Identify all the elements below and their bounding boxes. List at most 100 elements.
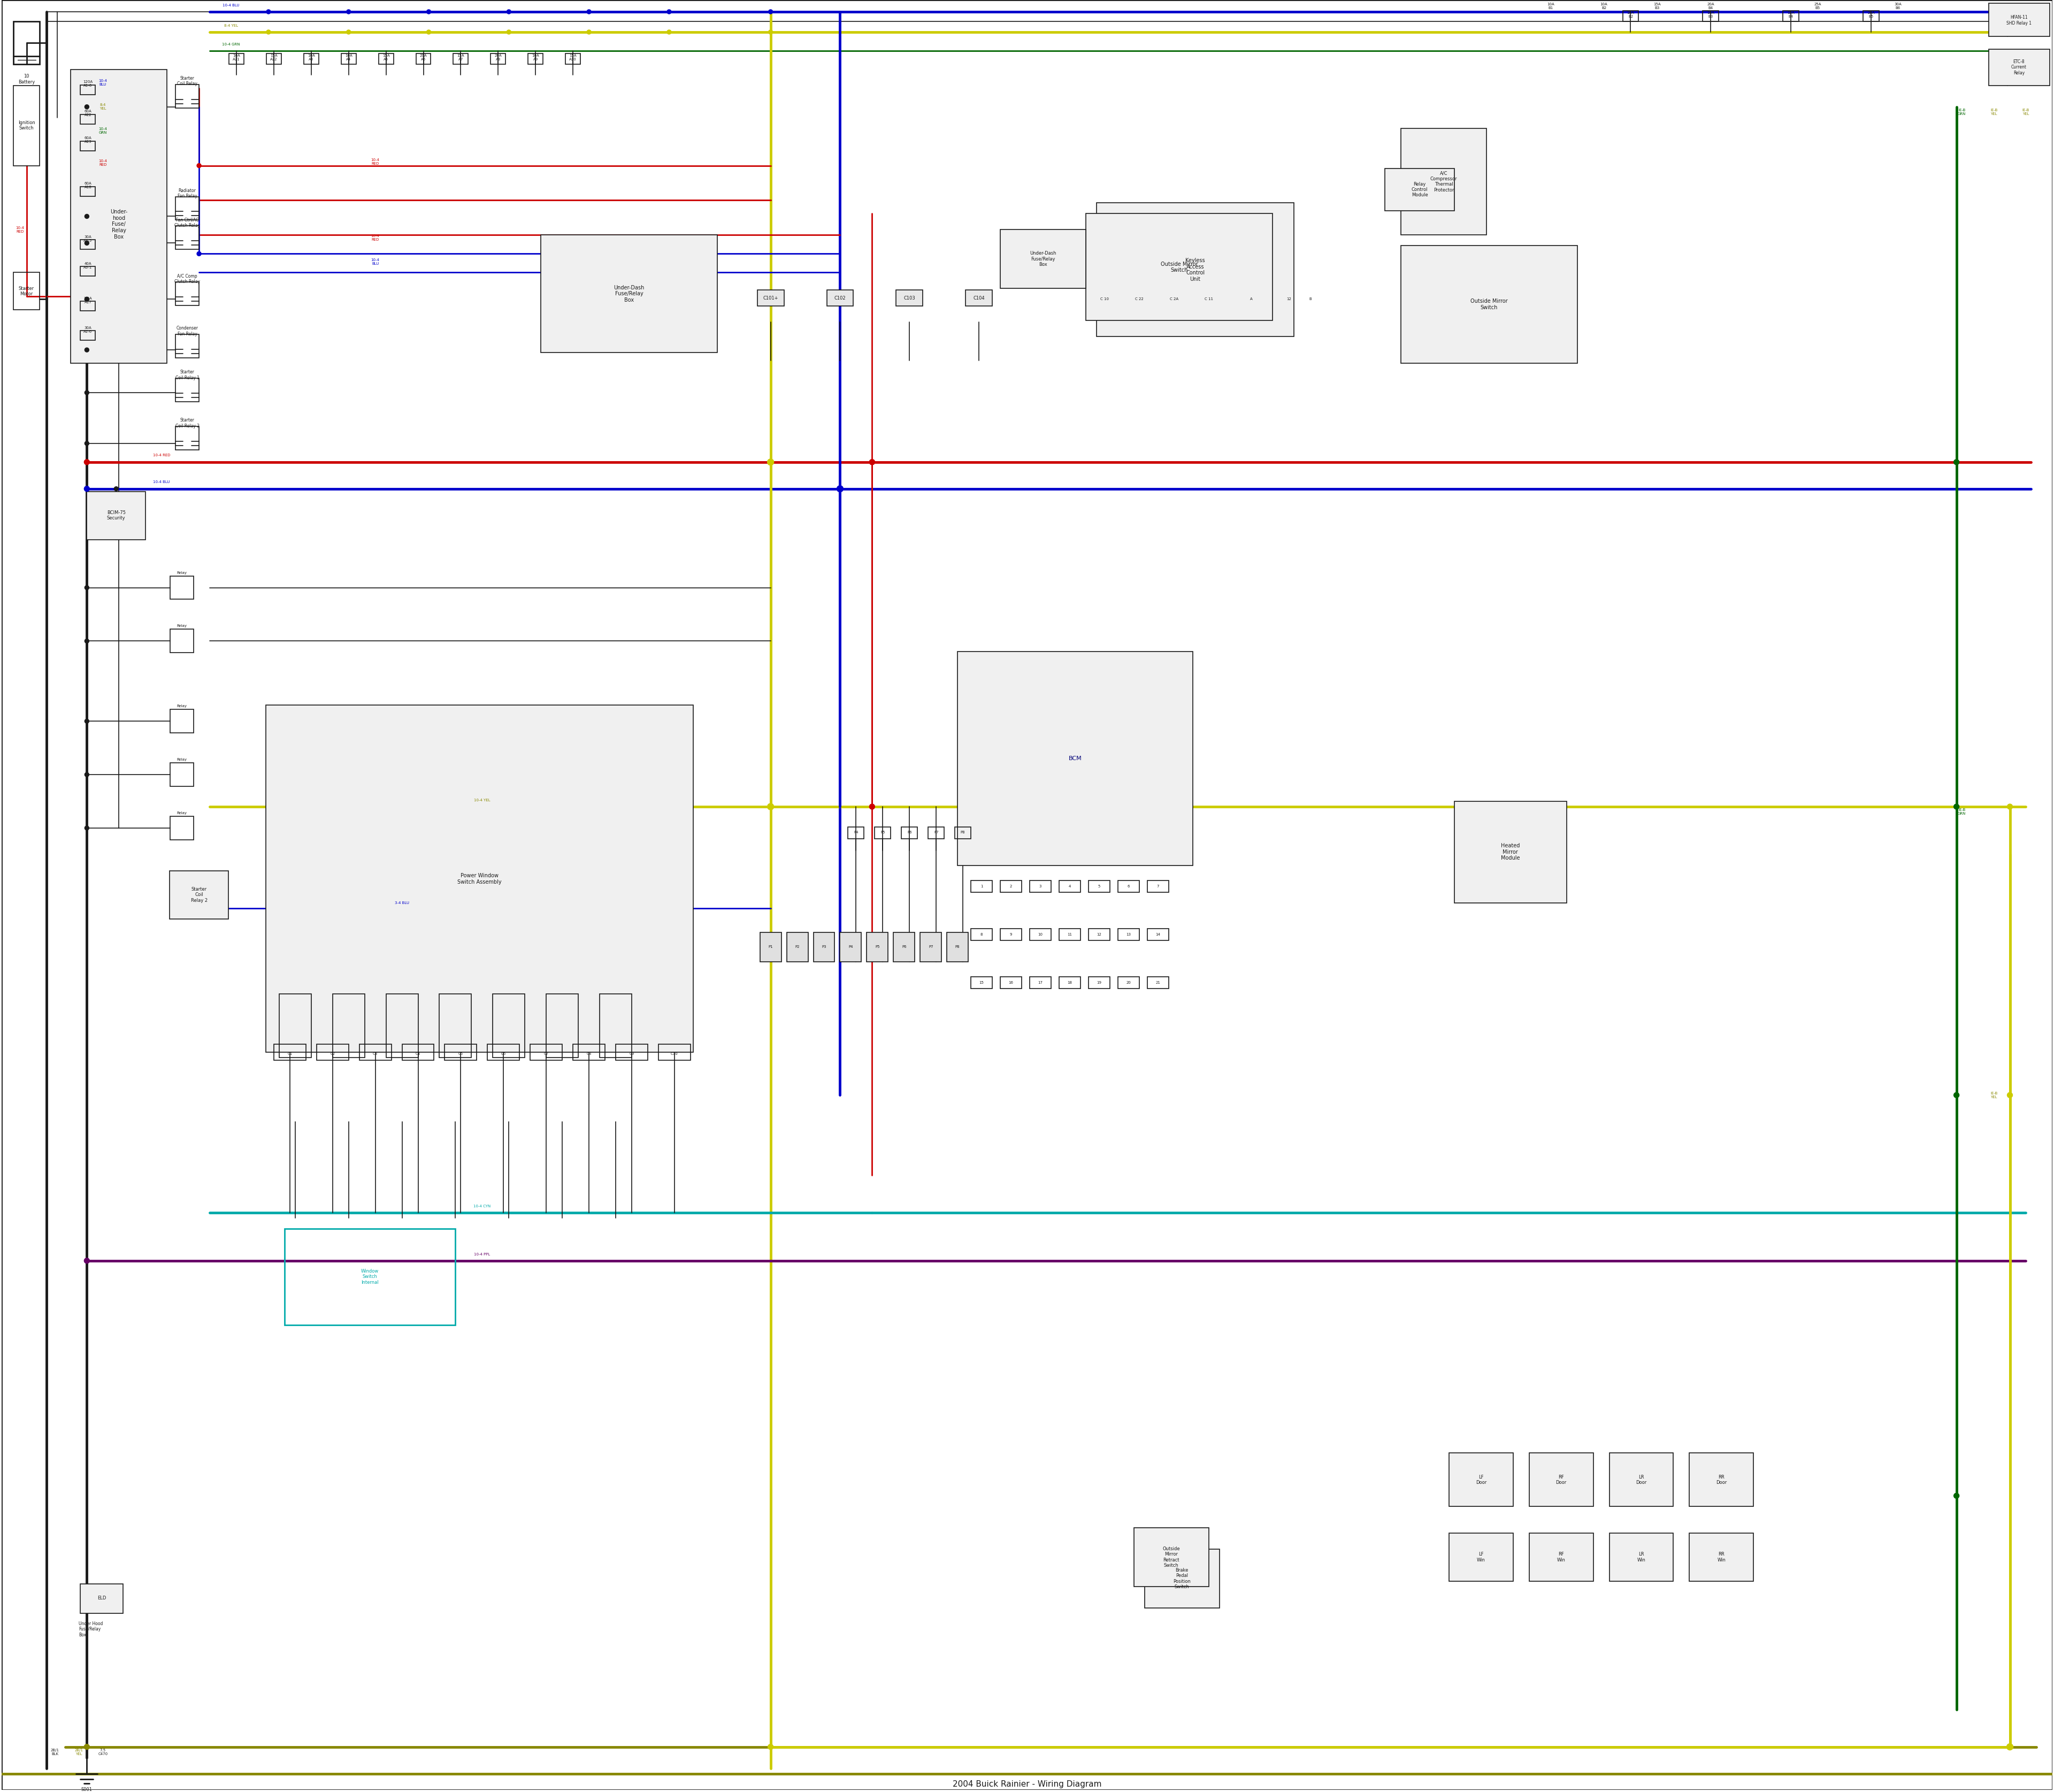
Text: Starter
Coil
Relay 2: Starter Coil Relay 2	[191, 887, 207, 903]
Text: 9: 9	[1011, 932, 1013, 935]
Circle shape	[197, 251, 201, 256]
Bar	[80, 142, 94, 151]
Bar	[80, 267, 94, 276]
Text: 10A
B3: 10A B3	[1707, 11, 1715, 18]
Text: 10: 10	[1037, 932, 1043, 935]
Bar	[760, 932, 781, 962]
Circle shape	[84, 1258, 90, 1263]
Text: 10-4 RED: 10-4 RED	[152, 453, 170, 457]
Circle shape	[84, 772, 88, 776]
Text: Starter
Coil Relay: Starter Coil Relay	[177, 75, 197, 86]
Bar	[1117, 977, 1140, 987]
Bar	[170, 871, 228, 919]
Bar	[1000, 880, 1021, 892]
Bar	[1089, 880, 1109, 892]
Bar	[928, 826, 945, 839]
Text: C1: C1	[288, 1052, 292, 1055]
Text: 10A
B2: 10A B2	[1600, 4, 1608, 11]
Text: Relay: Relay	[177, 704, 187, 708]
Text: Keyless
Access
Control
Unit: Keyless Access Control Unit	[1185, 258, 1206, 281]
Bar	[170, 575, 193, 599]
Bar	[1608, 1453, 1674, 1507]
Circle shape	[1953, 805, 1960, 810]
Bar	[170, 710, 193, 733]
Bar	[378, 54, 394, 65]
Text: 25A
B5: 25A B5	[1814, 4, 1822, 11]
Text: 10-4
RED: 10-4 RED	[16, 226, 25, 233]
Text: 3: 3	[1039, 885, 1041, 887]
Bar	[1608, 1534, 1674, 1581]
Text: 10A
B2: 10A B2	[1627, 11, 1635, 18]
Bar	[1000, 977, 1021, 987]
Text: 15A
A5: 15A A5	[382, 54, 390, 61]
Bar	[1623, 11, 1639, 22]
Bar	[573, 1045, 606, 1061]
Bar	[1384, 168, 1454, 211]
Bar	[12, 22, 39, 65]
Text: 10A
A9: 10A A9	[532, 54, 540, 61]
Bar	[1148, 880, 1169, 892]
Circle shape	[84, 297, 88, 301]
Text: 60A
A23: 60A A23	[84, 136, 92, 143]
Bar	[1988, 48, 2050, 86]
Text: 15A
A7: 15A A7	[458, 54, 464, 61]
Circle shape	[1953, 1493, 1960, 1498]
Text: 16: 16	[1009, 980, 1013, 984]
Text: 2004 Buick Rainier - Wiring Diagram: 2004 Buick Rainier - Wiring Diagram	[953, 1779, 1101, 1788]
Bar	[1087, 213, 1273, 321]
Circle shape	[836, 486, 844, 493]
Circle shape	[84, 459, 90, 464]
Circle shape	[1953, 1093, 1960, 1098]
Text: A: A	[1251, 297, 1253, 301]
Circle shape	[84, 441, 88, 446]
Text: ETC-8
Current
Relay: ETC-8 Current Relay	[2011, 59, 2027, 75]
Bar	[1688, 1534, 1754, 1581]
Text: IE-B
GRN: IE-B GRN	[1957, 109, 1966, 116]
Bar	[170, 817, 193, 840]
Text: Starter
Coil Relay 2: Starter Coil Relay 2	[175, 418, 199, 428]
Bar	[540, 235, 717, 353]
Text: 3-4 BLU: 3-4 BLU	[394, 901, 409, 905]
Bar	[1863, 11, 1879, 22]
Text: C 22: C 22	[1136, 297, 1144, 301]
Text: Under-Dash
Fuse/Relay
Box: Under-Dash Fuse/Relay Box	[1029, 251, 1056, 267]
Circle shape	[869, 459, 875, 464]
Bar	[265, 706, 692, 1052]
Bar	[170, 763, 193, 787]
Bar	[440, 993, 472, 1057]
Text: P5: P5	[881, 831, 885, 833]
Circle shape	[84, 826, 88, 830]
Text: RF
Win: RF Win	[1557, 1552, 1565, 1563]
Text: 8: 8	[980, 932, 982, 935]
Bar	[972, 928, 992, 941]
Text: Under-
hood
Fuse/
Relay
Box: Under- hood Fuse/ Relay Box	[111, 210, 127, 240]
Text: 14: 14	[1156, 932, 1161, 935]
Text: 15A
A10: 15A A10	[569, 54, 577, 61]
Text: Relay: Relay	[177, 572, 187, 573]
Circle shape	[768, 30, 772, 34]
Text: 15: 15	[980, 980, 984, 984]
Bar	[175, 335, 199, 358]
Text: C104: C104	[974, 296, 984, 301]
Text: C5: C5	[458, 1052, 464, 1055]
Text: C7: C7	[544, 1052, 548, 1055]
Text: Starter
Coil Relay 1: Starter Coil Relay 1	[175, 369, 199, 380]
Text: 17: 17	[1037, 980, 1043, 984]
Bar	[1703, 11, 1719, 22]
Bar	[273, 1045, 306, 1061]
Bar	[80, 186, 94, 195]
Text: 19: 19	[1097, 980, 1101, 984]
Bar	[1029, 880, 1052, 892]
Bar	[875, 826, 891, 839]
Text: RR
Win: RR Win	[1717, 1552, 1725, 1563]
Text: Starter
Motor: Starter Motor	[18, 287, 35, 296]
Text: C4: C4	[415, 1052, 421, 1055]
Bar	[1060, 880, 1080, 892]
Text: P5: P5	[875, 944, 879, 948]
Text: P2: P2	[795, 944, 799, 948]
Circle shape	[768, 459, 774, 466]
Text: C 11: C 11	[1204, 297, 1214, 301]
Circle shape	[427, 30, 431, 34]
Circle shape	[587, 30, 592, 34]
Bar	[947, 932, 967, 962]
